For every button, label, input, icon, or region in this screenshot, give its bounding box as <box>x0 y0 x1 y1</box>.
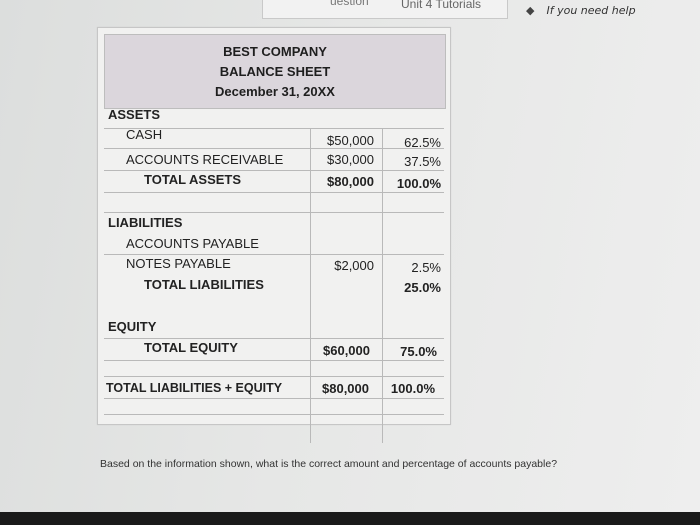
total-liabilities-label: TOTAL LIABILITIES <box>144 277 264 292</box>
total-assets-label: TOTAL ASSETS <box>144 172 242 187</box>
help-text: If you need help <box>546 4 636 17</box>
row-divider <box>104 254 444 255</box>
row-divider <box>104 414 444 415</box>
notes-payable-label: NOTES PAYABLE <box>126 256 231 271</box>
row-divider <box>104 128 444 129</box>
arrow-left-icon: ◆ <box>526 4 535 17</box>
tab-unit-tutorials[interactable]: Unit 4 Tutorials <box>401 0 482 11</box>
row-divider <box>104 148 444 149</box>
total-liabilities-percent: 25.0% <box>404 280 441 295</box>
notes-payable-amount: $2,000 <box>334 258 374 273</box>
cash-label: CASH <box>126 127 163 142</box>
cash-percent: 62.5% <box>404 135 441 150</box>
total-liabilities-equity-percent: 100.0% <box>390 381 435 396</box>
total-equity-label: TOTAL EQUITY <box>144 340 238 355</box>
company-name: BEST COMPANY <box>223 44 327 59</box>
row-divider <box>104 360 444 361</box>
column-divider <box>382 128 383 443</box>
row-divider <box>104 398 444 399</box>
bottom-bar <box>0 512 700 525</box>
tab-question[interactable]: uestion <box>330 0 369 8</box>
row-divider <box>104 338 444 339</box>
top-bar: uestion Unit 4 Tutorials ◆ If you need he… <box>0 0 700 22</box>
total-assets-amount: $80,000 <box>327 174 374 189</box>
row-divider <box>104 170 444 171</box>
accounts-receivable-percent: 37.5% <box>404 154 441 169</box>
accounts-payable-label: ACCOUNTS PAYABLE <box>126 236 259 251</box>
tab-box <box>262 0 508 19</box>
total-assets-percent: 100.0% <box>396 176 441 191</box>
accounts-receivable-amount: $30,000 <box>327 152 374 167</box>
liabilities-heading: LIABILITIES <box>108 215 183 230</box>
sheet-date: December 31, 20XX <box>215 84 335 99</box>
question-text: Based on the information shown, what is … <box>100 458 558 470</box>
sheet-header: BEST COMPANY BALANCE SHEET December 31, … <box>104 34 446 109</box>
cash-amount: $50,000 <box>327 133 374 148</box>
total-equity-percent: 75.0% <box>400 344 437 359</box>
total-liabilities-equity-label: TOTAL LIABILITIES + EQUITY <box>106 381 283 395</box>
help-link[interactable]: ◆ If you need help <box>526 4 636 17</box>
sheet-title: BALANCE SHEET <box>219 64 331 79</box>
row-divider <box>104 376 444 377</box>
row-divider <box>104 192 444 193</box>
notes-payable-percent: 2.5% <box>411 260 441 275</box>
equity-heading: EQUITY <box>108 319 157 334</box>
accounts-receivable-label: ACCOUNTS RECEIVABLE <box>126 152 284 167</box>
total-equity-amount: $60,000 <box>323 343 370 358</box>
total-liabilities-equity-amount: $80,000 <box>322 381 369 396</box>
column-divider <box>310 128 311 443</box>
balance-sheet: BEST COMPANY BALANCE SHEET December 31, … <box>97 27 451 443</box>
assets-heading: ASSETS <box>108 107 161 122</box>
row-divider <box>104 212 444 213</box>
